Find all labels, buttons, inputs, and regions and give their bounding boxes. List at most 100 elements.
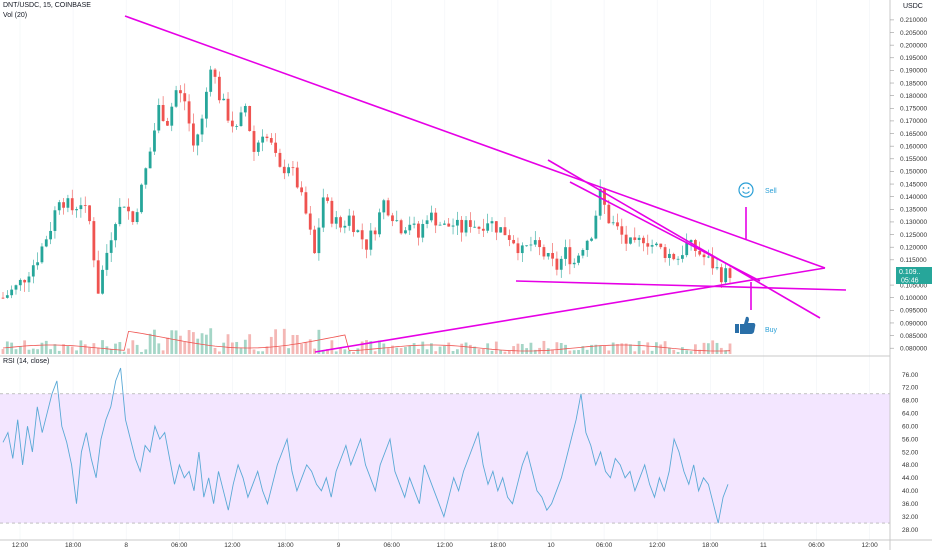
candle-body (213, 69, 217, 77)
candle-body (546, 252, 550, 257)
price-tick-label: 0.140000 (900, 194, 927, 201)
volume-bar (27, 349, 31, 354)
volume-bar (494, 341, 498, 354)
candle-body (230, 120, 234, 127)
volume-bar (373, 351, 377, 354)
candle-body (222, 98, 226, 101)
volume-bar (23, 340, 27, 354)
candle-body (633, 237, 637, 240)
volume-bar (438, 346, 442, 354)
volume-bar (490, 350, 494, 354)
candle-body (451, 225, 455, 227)
volume-bar (326, 349, 329, 354)
candle-body (317, 227, 321, 254)
trendline (124, 15, 826, 269)
volume-bar (520, 344, 524, 354)
trendline (547, 159, 821, 319)
candle-body (430, 212, 433, 221)
candle-body (494, 221, 498, 233)
volume-bar (347, 350, 351, 354)
volume-bar (382, 343, 386, 354)
candle-body (179, 90, 182, 94)
candle-body (711, 256, 715, 269)
volume-bar (57, 350, 61, 354)
volume-bar (360, 341, 364, 354)
time-tick-label: 12:00 (437, 542, 454, 549)
time-tick-label: 12:00 (12, 542, 29, 549)
volume-bar (728, 343, 732, 354)
candle-body (590, 238, 593, 241)
candle-body (109, 240, 113, 253)
volume-bar (668, 347, 671, 354)
candle-body (235, 126, 239, 127)
candle-body (183, 93, 187, 102)
volume-bar (321, 349, 325, 354)
candle-body (326, 197, 329, 201)
candle-body (140, 184, 143, 213)
volume-bar (92, 343, 96, 354)
price-tick-label: 0.200000 (900, 42, 927, 49)
candle-body (105, 252, 109, 270)
candle-body (243, 105, 247, 113)
volume-bar (559, 342, 563, 354)
rsi-line (2, 367, 729, 524)
candle-body (668, 253, 671, 259)
volume-bar (252, 349, 256, 354)
candle-body (248, 105, 252, 132)
candle-body (507, 235, 511, 240)
price-tick-label: 0.120000 (900, 244, 927, 251)
candle-body (256, 142, 260, 152)
candle-body (477, 226, 481, 229)
candle-body (334, 217, 338, 224)
candle-body (386, 200, 390, 216)
price-tick-label: 0.125000 (900, 232, 927, 239)
volume-bar (118, 342, 122, 354)
candle-body (304, 192, 308, 214)
volume-bar (256, 351, 260, 354)
volume-bar (213, 347, 217, 354)
volume-bar (31, 348, 35, 354)
candle-body (555, 258, 559, 270)
candle-body (715, 267, 719, 269)
time-tick-label: 06:00 (808, 542, 825, 549)
time-tick-label: 8 (124, 542, 128, 549)
volume-bar (572, 350, 576, 354)
volume-bar (135, 344, 139, 354)
candle-body (629, 237, 632, 244)
candle-body (226, 98, 230, 121)
volume-bar (564, 344, 567, 354)
candle-body (438, 224, 442, 226)
volume-bar (706, 343, 710, 354)
candle-body (356, 230, 360, 233)
volume-bar (594, 344, 598, 354)
volume-bar (317, 329, 321, 354)
candle-body (170, 106, 174, 126)
rsi-band (0, 393, 890, 524)
candle-body (321, 197, 325, 228)
volume-bar (83, 344, 87, 354)
rsi-tick-label: 72.00 (902, 385, 919, 392)
volume-bar (88, 347, 91, 354)
rsi-tick-label: 76.00 (902, 372, 919, 379)
candle-body (455, 219, 459, 226)
volume-bar (417, 348, 420, 354)
candle-body (360, 230, 364, 240)
candle-body (313, 229, 316, 254)
candle-body (196, 134, 200, 146)
volume-bar (109, 348, 113, 354)
volume-bar (127, 348, 130, 354)
candle-body (559, 258, 563, 270)
candle-body (114, 224, 117, 241)
volume-bar (616, 344, 619, 354)
candle-body (624, 234, 628, 244)
volume-bar (62, 344, 65, 354)
candle-body (135, 212, 139, 223)
candle-body (187, 101, 191, 124)
rsi-tick-label: 36.00 (902, 501, 919, 508)
candle-body (265, 136, 269, 139)
candle-body (551, 252, 554, 259)
rsi-tick-label: 68.00 (902, 398, 919, 405)
volume-bar (122, 351, 126, 354)
volume-bar (140, 351, 143, 354)
